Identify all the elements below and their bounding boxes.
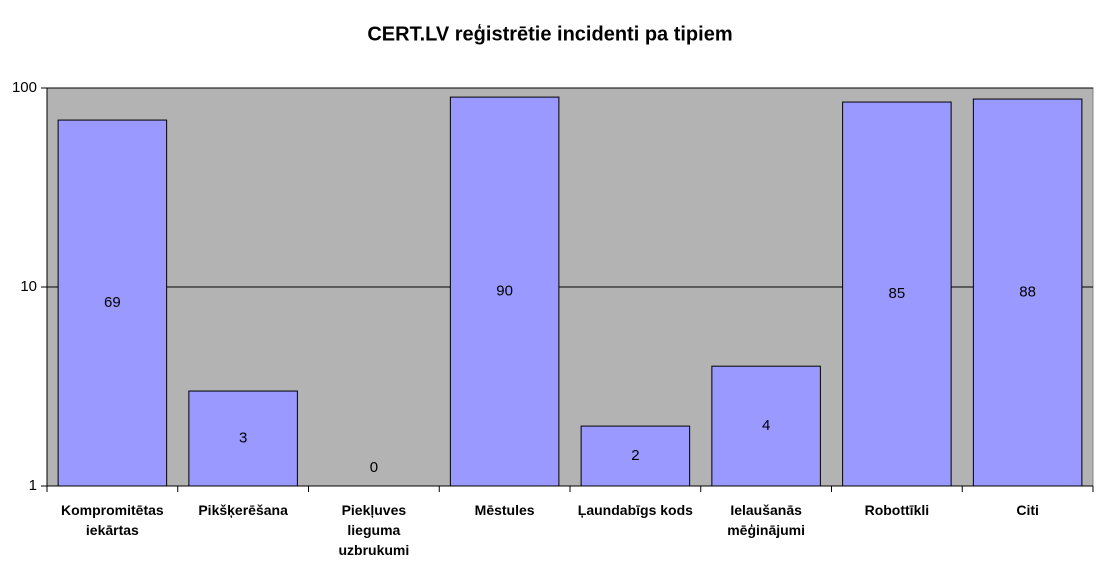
value-label: 0 bbox=[370, 459, 378, 476]
x-tick-label: Kompromitētas iekārtas bbox=[61, 502, 164, 538]
value-label: 88 bbox=[1019, 283, 1036, 300]
value-label: 85 bbox=[889, 285, 906, 302]
y-tick-label: 100 bbox=[12, 79, 37, 96]
y-tick-label: 10 bbox=[20, 278, 37, 295]
value-label: 4 bbox=[762, 417, 770, 434]
x-tick-label: Citi bbox=[1016, 502, 1039, 518]
value-label: 69 bbox=[104, 294, 121, 311]
bar bbox=[842, 101, 952, 487]
value-label: 90 bbox=[496, 283, 513, 300]
x-tick-label: Ļaundabīgs kods bbox=[577, 502, 693, 518]
value-label: 2 bbox=[631, 447, 639, 464]
bar bbox=[972, 98, 1083, 487]
bar bbox=[57, 119, 168, 487]
bar bbox=[449, 96, 560, 487]
x-tick-label: Robottīkli bbox=[864, 502, 930, 518]
bar bbox=[188, 390, 298, 487]
x-tick-label: Pikšķerēšana bbox=[198, 502, 288, 518]
x-tick-label: Piekļuves lieguma uzbrukumi bbox=[338, 502, 410, 558]
x-tick-label: Mēstules bbox=[474, 502, 535, 518]
value-label: 3 bbox=[239, 429, 247, 446]
chart-title: CERT.LV reģistrētie incidenti pa tipiem bbox=[367, 23, 732, 45]
bar bbox=[580, 425, 691, 487]
bar bbox=[711, 365, 821, 487]
x-tick-label: Ielaušanās mēģinājumi bbox=[727, 502, 806, 538]
y-tick-label: 1 bbox=[29, 477, 37, 494]
